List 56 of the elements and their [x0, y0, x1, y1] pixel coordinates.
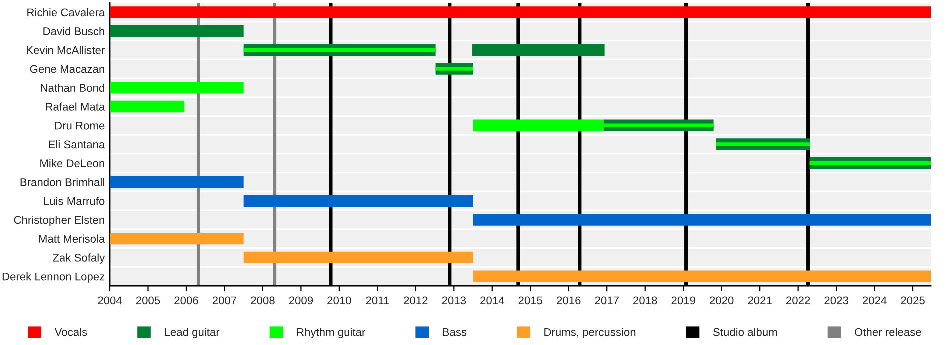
x-tick-label: 2004: [98, 296, 122, 305]
y-tick-label: Mike DeLeon: [40, 159, 104, 168]
bar: [244, 48, 436, 52]
y-tick-label: Matt Merisola: [39, 234, 106, 243]
x-tick-label: 2022: [786, 296, 810, 305]
y-tick-label: Dru Rome: [55, 122, 105, 130]
bar: [244, 195, 474, 207]
x-tick-label: 2007: [212, 296, 237, 305]
bar: [110, 176, 244, 188]
x-tick-label: 2017: [595, 296, 619, 305]
legend-label: Lead guitar: [165, 328, 220, 338]
bar: [716, 142, 810, 146]
x-tick-label: 2025: [901, 296, 925, 305]
bar: [810, 161, 931, 166]
x-tick-label: 2013: [442, 296, 466, 305]
x-tick-label: 2005: [136, 296, 160, 305]
bar: [110, 232, 244, 245]
bar: [473, 214, 931, 226]
legend-label: Vocals: [54, 328, 88, 336]
y-tick-label: Richie Cavalera: [28, 8, 106, 17]
y-tick-label: Derek Lennon Lopez: [2, 272, 105, 283]
y-tick-label: Luis Marrufo: [44, 197, 105, 206]
legend-label: Studio album: [713, 328, 778, 336]
y-tick-label: Eli Santana: [49, 140, 106, 149]
x-tick-label: 2021: [748, 296, 772, 305]
legend-label: Drums, percussion: [544, 328, 636, 338]
x-tick-label: 2008: [251, 296, 275, 305]
y-tick-label: Nathan Bond: [41, 84, 104, 92]
y-tick-label: Gene Macazan: [30, 65, 104, 74]
y-tick-label: Rafael Mata: [46, 102, 106, 111]
x-tick-label: 2011: [366, 296, 390, 305]
x-tick-label: 2019: [672, 296, 696, 305]
legend-label: Rhythm guitar: [297, 328, 366, 338]
y-tick-label: David Busch: [44, 27, 104, 36]
x-tick-label: 2006: [174, 296, 198, 305]
x-tick-label: 2020: [710, 296, 734, 305]
x-tick-label: 2014: [480, 296, 504, 305]
x-tick-label: 2010: [328, 296, 352, 305]
y-tick-label: Brandon Brimhall: [20, 178, 104, 186]
legend-label: Other release: [855, 328, 922, 336]
bar: [244, 252, 474, 264]
bar: [436, 67, 474, 71]
x-tick-label: 2018: [634, 296, 658, 305]
bar: [472, 44, 605, 56]
x-tick-label: 2015: [518, 296, 543, 305]
legend-label: Bass: [443, 328, 467, 336]
x-tick-label: 2009: [289, 296, 314, 305]
x-tick-label: 2016: [557, 296, 581, 305]
x-tick-label: 2024: [862, 296, 887, 305]
y-tick-label: Kevin McAllister: [27, 46, 105, 54]
x-tick-label: 2012: [404, 296, 428, 305]
y-tick-label: Christopher Elsten: [14, 216, 104, 226]
x-tick-label: 2023: [824, 296, 848, 305]
bar: [110, 25, 244, 38]
y-tick-label: Zak Sofaly: [53, 254, 106, 264]
bar: [473, 270, 931, 282]
